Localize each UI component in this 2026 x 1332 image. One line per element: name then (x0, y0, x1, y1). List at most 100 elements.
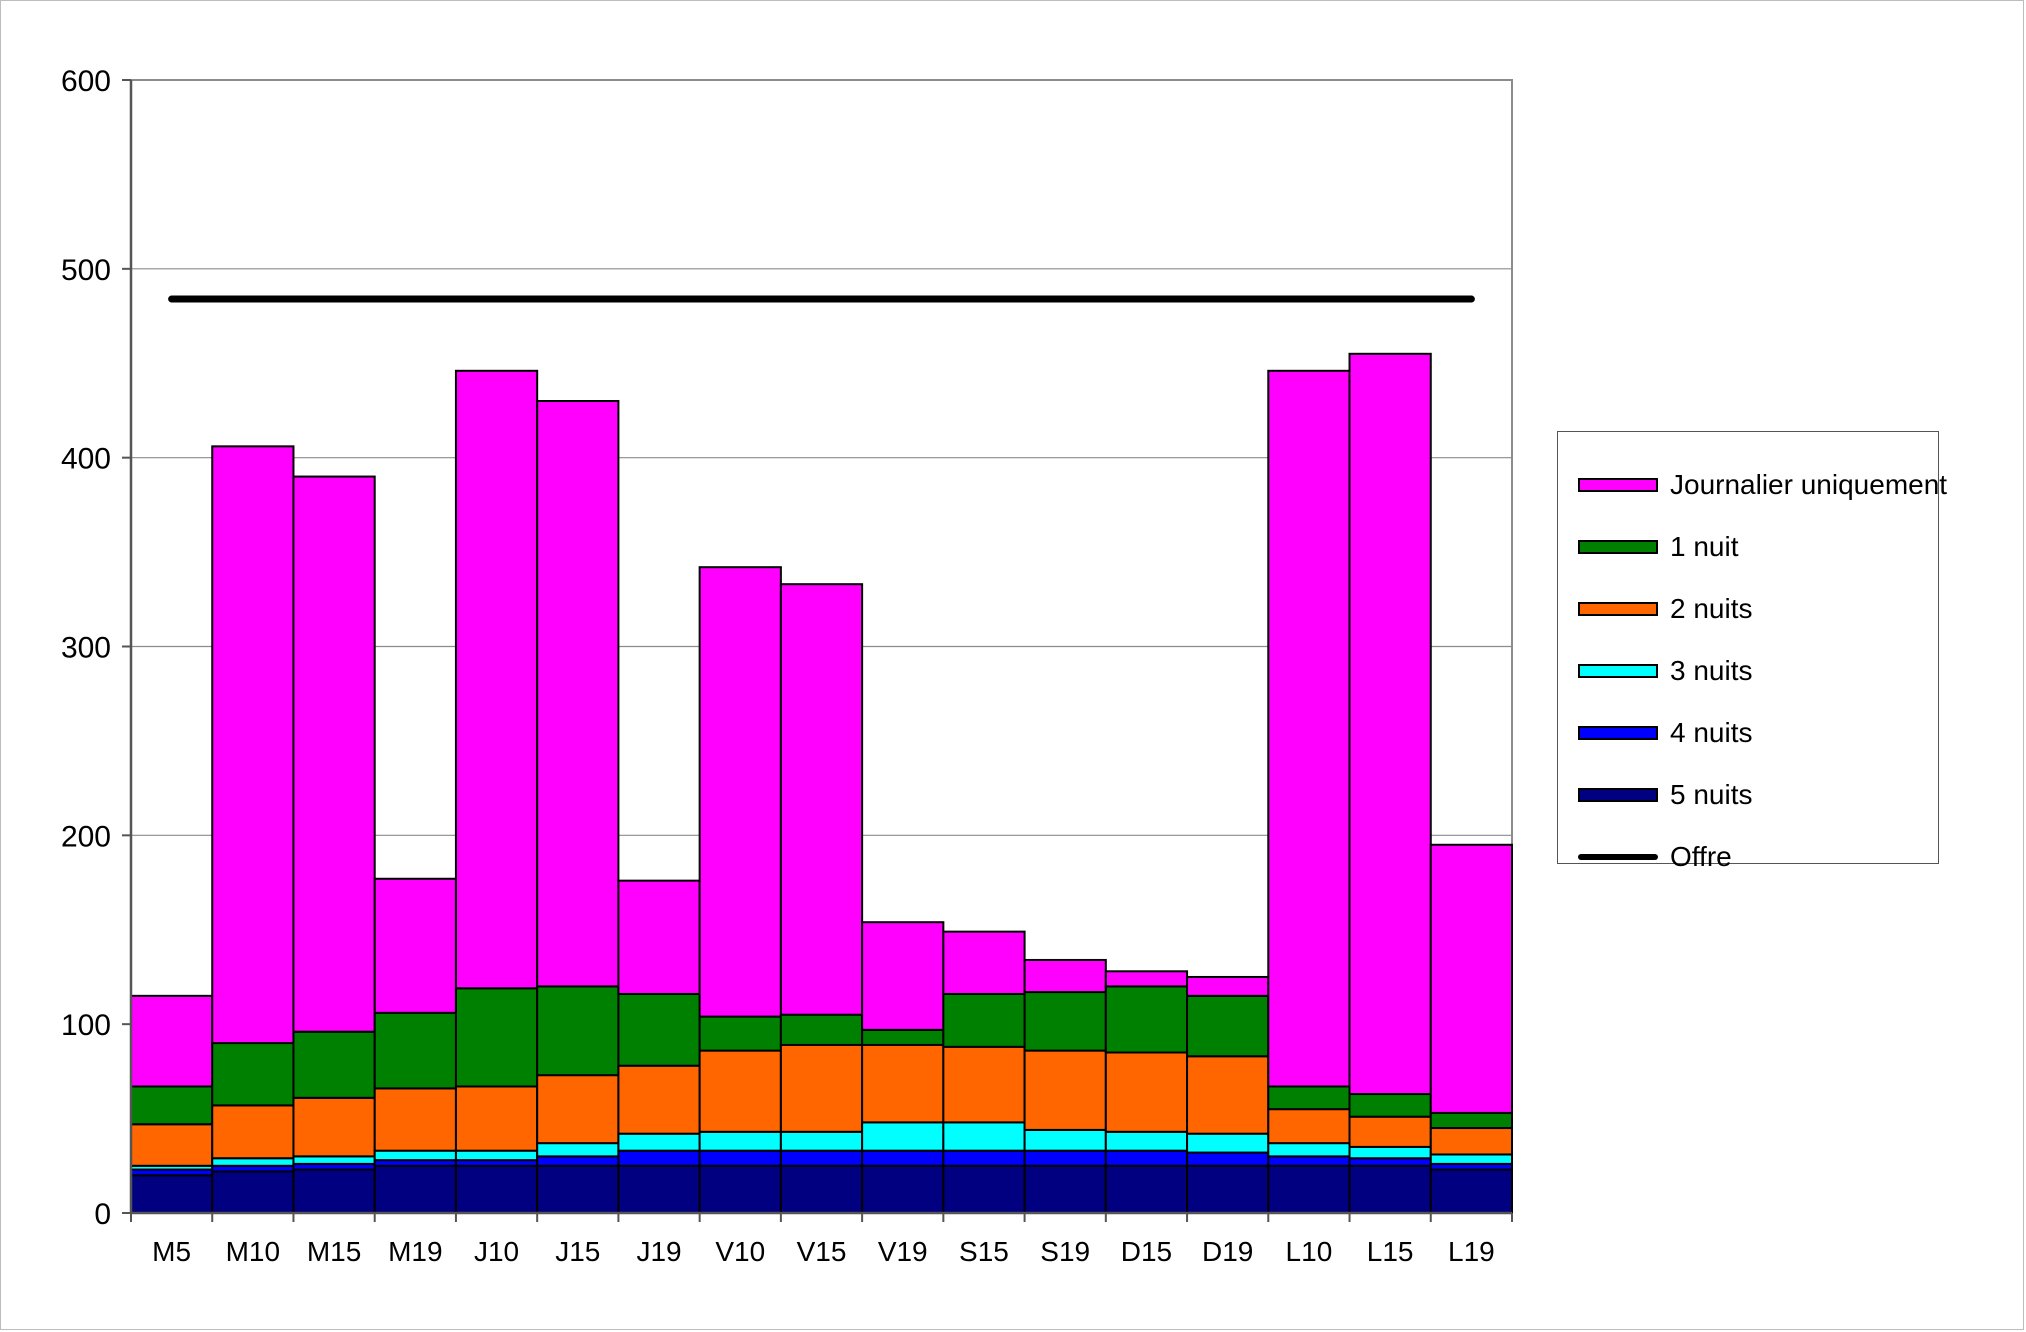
bar-segment (292, 1030, 376, 1099)
bar-segment (1186, 975, 1270, 997)
x-tick-label: V15 (797, 1236, 847, 1267)
bar-segment (617, 879, 701, 995)
y-tick-label: 0 (94, 1198, 111, 1231)
bar-segment (779, 1043, 864, 1133)
bar-segment (698, 1149, 782, 1167)
x-tick-label: J10 (474, 1236, 519, 1267)
bar-segment (536, 1155, 620, 1167)
bar-segment (1023, 991, 1107, 1052)
bar-segment (130, 1174, 214, 1214)
legend-swatch (1578, 540, 1658, 554)
x-tick-label: J19 (636, 1236, 681, 1267)
bar-segment (779, 583, 864, 1016)
bar-segment (617, 1132, 701, 1152)
bar-segment (1104, 1164, 1189, 1214)
bar-segment (292, 475, 376, 1033)
bar-segment (698, 1015, 782, 1052)
y-tick-label: 200 (61, 820, 111, 853)
x-tick-label: D19 (1202, 1236, 1253, 1267)
bar-segment (373, 1164, 457, 1214)
bar-segment (1267, 1108, 1351, 1145)
bar-segment (1267, 369, 1351, 1088)
bar-segment (1348, 1157, 1432, 1167)
bar-segment (1023, 958, 1107, 994)
x-tick-label: M5 (152, 1236, 191, 1267)
bar-segment (211, 1104, 295, 1160)
bar-segment (373, 1011, 457, 1090)
legend-item-1-nuit: 1 nuit (1578, 527, 1739, 567)
legend-item-offre: Offre (1578, 837, 1732, 877)
bar-segment (1267, 1142, 1351, 1158)
legend-label: 5 nuits (1670, 779, 1753, 810)
legend-line (1578, 854, 1658, 860)
bar-segment (861, 1149, 945, 1167)
bar-segment (861, 1028, 945, 1046)
bar-segment (1186, 1164, 1270, 1214)
x-axis: M5 M10 M15 M19 J10 J15 J19 V10 V15 V19 S15 S19 D15 D1… (130, 1211, 1513, 1267)
x-tick-label: M19 (388, 1236, 442, 1267)
bar-segment (1429, 1127, 1513, 1156)
legend: Journalier uniquement 1 nuit 2 nuits 3 n… (1557, 431, 1947, 872)
legend-swatch (1578, 788, 1658, 802)
bar-segment (779, 1013, 864, 1046)
x-tick-label: M15 (307, 1236, 361, 1267)
x-tick-label: L19 (1448, 1236, 1495, 1267)
bar-segment (1429, 1168, 1513, 1215)
bar-segment (698, 1049, 782, 1133)
bar-segment (1023, 1149, 1107, 1167)
bar-segment (130, 1123, 214, 1167)
bar-segment (1348, 1145, 1432, 1160)
bar-segment (942, 930, 1026, 995)
bar-segment (373, 1149, 457, 1162)
legend-label: Journalier uniquement (1670, 469, 1948, 500)
bar-segment (536, 1074, 620, 1145)
bar-segment (698, 1164, 782, 1214)
bar-segment (536, 985, 620, 1077)
bar-segment (942, 1164, 1026, 1214)
bar-segment (211, 445, 295, 1045)
bar-segment (536, 400, 620, 988)
legend-label: 3 nuits (1670, 655, 1753, 686)
bar-segment (1104, 1130, 1189, 1152)
bar-segment (617, 1164, 701, 1214)
bars (130, 352, 1513, 1215)
bar-segment (861, 921, 945, 1031)
bar-segment (292, 1096, 376, 1158)
x-tick-label: V10 (715, 1236, 765, 1267)
bar-segment (130, 1085, 214, 1126)
bar-segment (292, 1155, 376, 1165)
bar-segment (536, 1164, 620, 1214)
y-tick-label: 400 (61, 443, 111, 476)
x-tick-label: L10 (1286, 1236, 1333, 1267)
bar-segment (1104, 1149, 1189, 1167)
x-tick-label: V19 (878, 1236, 928, 1267)
x-tick-label: S15 (959, 1236, 1009, 1267)
bar-segment (1104, 985, 1189, 1054)
bar-segment (779, 1130, 864, 1152)
bar-segment (454, 369, 539, 990)
bar-segment (1348, 1164, 1432, 1214)
bar-segment (454, 1085, 539, 1152)
bar-segment (779, 1149, 864, 1167)
bar-segment (698, 1130, 782, 1152)
bar-segment (698, 566, 782, 1018)
bar-segment (1267, 1164, 1351, 1214)
bar-segment (617, 1064, 701, 1135)
bar-segment (373, 1087, 457, 1152)
bar-segment (1429, 843, 1513, 1114)
bar-segment (942, 1149, 1026, 1167)
legend-item-4-nuits: 4 nuits (1578, 713, 1753, 753)
bar-segment (861, 1121, 945, 1152)
legend-item-3-nuits: 3 nuits (1578, 651, 1753, 691)
legend-label: Offre (1670, 841, 1732, 872)
bar-segment (454, 1164, 539, 1214)
legend-swatch (1578, 664, 1658, 678)
bar-segment (130, 994, 214, 1088)
bar-segment (1267, 1155, 1351, 1167)
bar-segment (1267, 1085, 1351, 1111)
bar-segment (1348, 1115, 1432, 1148)
bar-segment (861, 1164, 945, 1214)
legend-swatch (1578, 478, 1658, 492)
